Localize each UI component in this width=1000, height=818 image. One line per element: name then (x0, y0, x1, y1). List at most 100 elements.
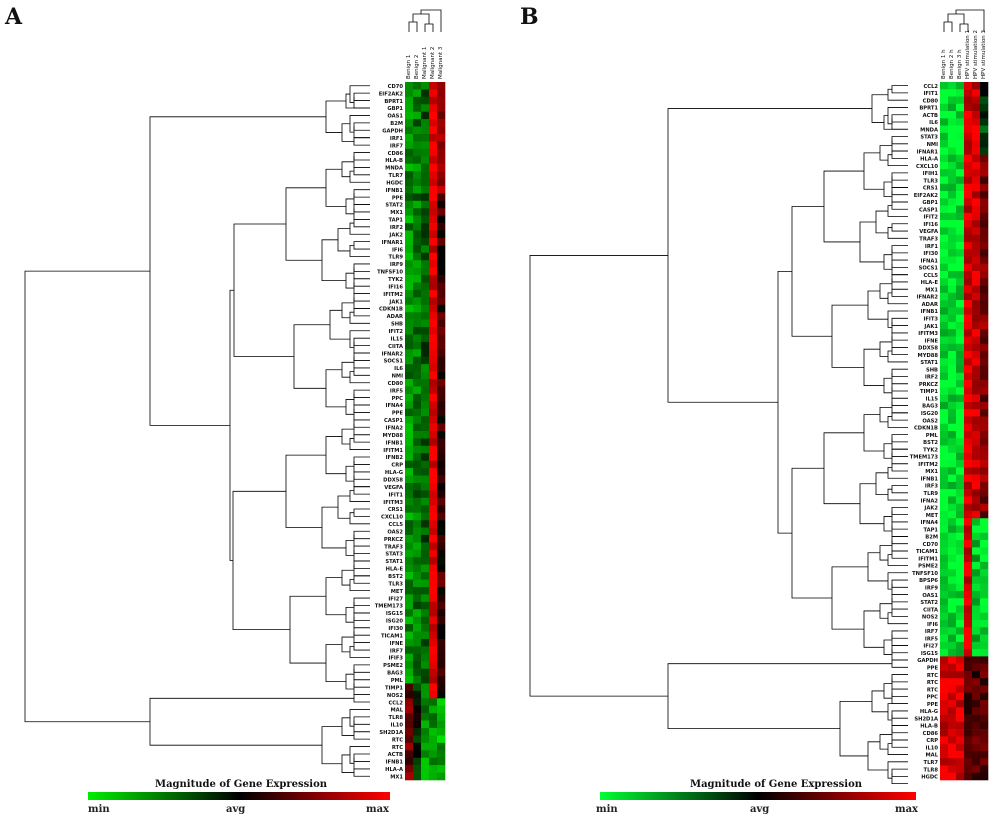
row-label: GBP1 (387, 106, 403, 112)
heatmap-cell (964, 387, 973, 395)
heatmap-cell (972, 663, 981, 672)
heatmap-cell (948, 96, 957, 105)
heatmap-cell (429, 475, 438, 484)
heatmap-cell (948, 285, 957, 294)
heatmap-cell (413, 534, 422, 543)
heatmap-cell (980, 343, 989, 352)
heatmap-cell (405, 445, 414, 454)
heatmap-cell (940, 460, 949, 468)
heatmap-cell (437, 356, 446, 365)
row-label: HGDC (921, 775, 938, 781)
heatmap-cell (972, 467, 981, 475)
row-label: IFI30 (388, 626, 403, 632)
row-label: CD80 (388, 381, 404, 387)
heatmap-cell (964, 656, 973, 664)
heatmap-cell (413, 423, 422, 432)
heatmap-cell (421, 223, 430, 231)
heatmap-cell (948, 147, 957, 156)
row-label: IFNB1 (386, 188, 404, 194)
heatmap-cell (421, 119, 430, 127)
heatmap-cell (972, 183, 981, 192)
heatmap-cell (956, 336, 965, 345)
heatmap-cell (421, 438, 430, 447)
heatmap-cell (956, 234, 965, 243)
heatmap-cell (972, 518, 981, 526)
heatmap-cell (413, 141, 422, 150)
heatmap-cell (429, 208, 438, 216)
column-label: Benign 1 h (941, 49, 947, 79)
heatmap-cell (413, 594, 422, 603)
heatmap-cell (964, 220, 973, 228)
heatmap-cell (413, 82, 422, 90)
heatmap-cell (413, 676, 422, 684)
heatmap-cell (405, 742, 414, 751)
heatmap-cell (980, 387, 989, 395)
heatmap-cell (980, 496, 989, 505)
heatmap-cell (429, 468, 438, 476)
heatmap-cell (980, 336, 989, 345)
heatmap-cell (405, 82, 414, 90)
heatmap-cell (972, 489, 981, 497)
column-label: HPV stimulation 2 (973, 30, 979, 79)
heatmap-cell (413, 720, 422, 729)
heatmap-cell (413, 557, 422, 565)
heatmap-cell (421, 379, 430, 387)
heatmap-cell (405, 594, 414, 603)
heatmap-cell (956, 772, 965, 781)
heatmap-cell (405, 616, 414, 625)
row-label: ACTB (923, 113, 938, 119)
heatmap-cell (972, 161, 981, 170)
heatmap-cell (429, 616, 438, 625)
heatmap-cell (940, 278, 949, 286)
heatmap-cell (421, 260, 430, 268)
heatmap-cell (421, 765, 430, 773)
heatmap-cell (413, 505, 422, 513)
heatmap-cell (405, 579, 414, 588)
heatmap-cell (972, 700, 981, 708)
row-label: CD86 (923, 731, 939, 737)
heatmap-cell (964, 438, 973, 446)
heatmap-cell (940, 532, 949, 541)
heatmap-cell (421, 735, 430, 744)
row-label: TLR8 (924, 767, 939, 773)
row-label: HLA-B (385, 158, 403, 164)
heatmap-cell (421, 156, 430, 164)
row-label: IFNB1 (386, 440, 404, 446)
heatmap-cell (940, 351, 949, 359)
heatmap-cell (972, 314, 981, 323)
heatmap-cell (421, 520, 430, 528)
row-label: PML (391, 678, 404, 684)
heatmap-cell (956, 191, 965, 199)
heatmap-cell (405, 527, 414, 536)
row-label: MX1 (390, 775, 403, 781)
heatmap-cell (972, 263, 981, 272)
heatmap-cell (972, 241, 981, 250)
heatmap-cell (413, 297, 422, 306)
heatmap-cell (429, 334, 438, 343)
heatmap-cell (437, 237, 446, 246)
heatmap-cell (405, 735, 414, 744)
heatmap-cell (413, 163, 422, 172)
heatmap-cell (413, 490, 422, 499)
heatmap-cell (405, 297, 414, 306)
heatmap-cell (413, 416, 422, 424)
row-label: ACTB (388, 752, 403, 758)
row-label: IFIT2 (388, 329, 403, 335)
heatmap-cell (413, 431, 422, 439)
heatmap-cell (940, 409, 949, 417)
row-label: TIMP1 (920, 389, 938, 395)
heatmap-cell (972, 154, 981, 163)
row-label: CD86 (388, 151, 404, 157)
heatmap-cell (429, 364, 438, 372)
heatmap-cell (980, 678, 989, 686)
heatmap-cell (421, 111, 430, 120)
heatmap-cell (429, 728, 438, 736)
heatmap-cell (413, 624, 422, 632)
heatmap-cell (980, 547, 989, 555)
heatmap-cell (956, 300, 965, 308)
row-label: TICAM1 (916, 549, 938, 555)
heatmap-cell (413, 520, 422, 528)
heatmap-cell (421, 698, 430, 707)
heatmap-cell (972, 212, 981, 221)
heatmap-cell (956, 729, 965, 737)
